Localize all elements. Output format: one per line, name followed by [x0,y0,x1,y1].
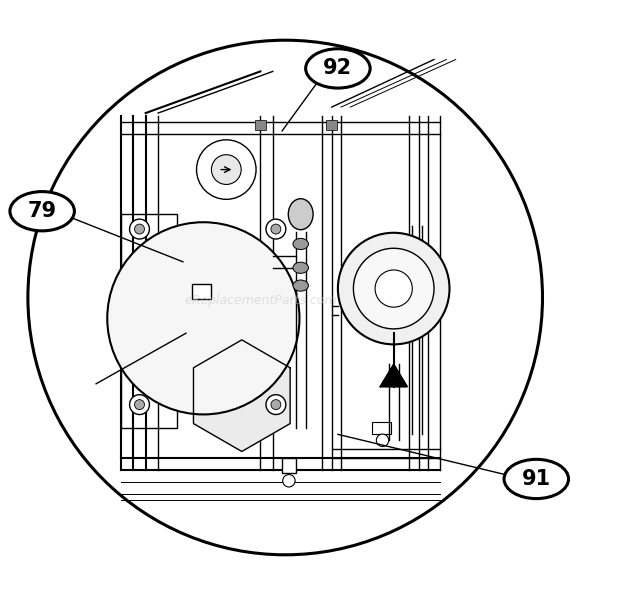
Circle shape [107,222,299,415]
Circle shape [130,394,149,415]
Ellipse shape [288,199,313,230]
Polygon shape [193,340,290,452]
Circle shape [135,400,144,409]
Text: eReplacementParts.com: eReplacementParts.com [184,294,337,307]
Circle shape [135,224,144,234]
Circle shape [130,219,149,239]
Circle shape [376,434,389,446]
Circle shape [375,270,412,307]
Bar [121,214,177,428]
Polygon shape [380,364,407,387]
Bar [192,284,211,299]
Ellipse shape [293,239,309,249]
Ellipse shape [504,459,569,499]
Bar [372,422,391,434]
Text: 92: 92 [324,58,352,79]
Circle shape [271,400,281,409]
Circle shape [197,140,256,199]
Ellipse shape [10,192,74,231]
Circle shape [211,155,241,184]
Circle shape [266,394,286,415]
Circle shape [283,475,295,487]
Circle shape [353,248,434,329]
Circle shape [271,224,281,234]
Bar [282,458,296,473]
Circle shape [266,219,286,239]
Circle shape [338,233,450,345]
Ellipse shape [306,49,370,88]
Ellipse shape [293,262,309,273]
Ellipse shape [293,280,309,291]
Text: 91: 91 [522,469,551,489]
Text: 79: 79 [28,201,56,221]
